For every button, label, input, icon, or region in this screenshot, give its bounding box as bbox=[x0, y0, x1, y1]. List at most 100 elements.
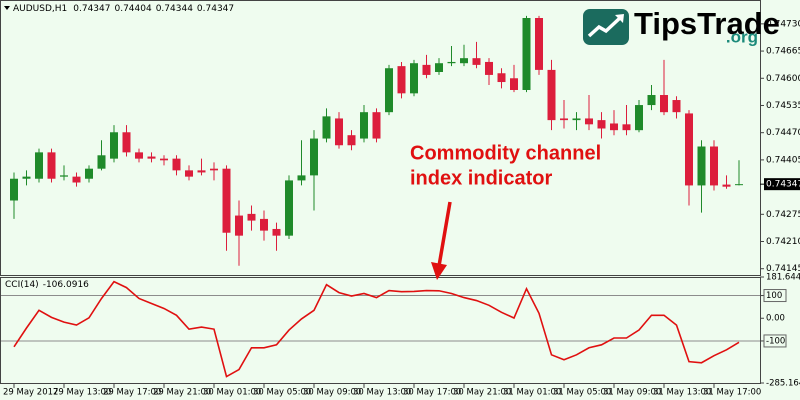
candle-body bbox=[435, 63, 443, 72]
menu-icon[interactable] bbox=[4, 6, 10, 10]
symbol-header: AUDUSD,H1 0.74347 0.74404 0.74344 0.74347 bbox=[13, 4, 234, 14]
candle-body bbox=[85, 168, 93, 179]
x-tick-label: 30 May 09:00 bbox=[303, 388, 361, 398]
candle-body bbox=[247, 213, 256, 221]
y-tick-label: 0.74470 bbox=[766, 128, 800, 138]
candle-body bbox=[297, 175, 306, 181]
candle-body bbox=[235, 215, 243, 236]
y-tick-label: 100 bbox=[766, 291, 782, 301]
candle-body bbox=[310, 138, 318, 176]
x-tick-label: 30 May 21:00 bbox=[453, 388, 511, 398]
y-tick-label: 0.00 bbox=[766, 314, 785, 324]
candle-body bbox=[597, 120, 606, 129]
x-tick-label: 31 May 01:00 bbox=[503, 388, 561, 398]
x-tick-label: 31 May 09:00 bbox=[603, 388, 661, 398]
candle-body bbox=[110, 132, 118, 159]
x-tick-label: 30 May 01:00 bbox=[203, 388, 261, 398]
current-price: 0.74347 bbox=[766, 180, 800, 190]
candle-body bbox=[560, 118, 568, 121]
ohlc-value: 0.74344 bbox=[156, 4, 193, 14]
y-tick-label: -100 bbox=[766, 336, 785, 346]
candle-body bbox=[472, 58, 481, 65]
candle-body bbox=[397, 66, 406, 94]
candle-body bbox=[260, 218, 268, 231]
candle-body bbox=[422, 64, 431, 75]
x-tick-label: 31 May 13:00 bbox=[653, 388, 711, 398]
candle-body bbox=[385, 68, 393, 113]
y-tick-label: 0.74145 bbox=[766, 264, 800, 274]
annotation-line: index indicator bbox=[410, 167, 552, 189]
x-tick-label: 30 May 13:00 bbox=[353, 388, 411, 398]
indicator-header: CCI(14) -106.0916 bbox=[5, 280, 89, 290]
candle-body bbox=[322, 116, 331, 139]
candle-body bbox=[672, 100, 681, 113]
candle-body bbox=[622, 124, 631, 131]
x-tick-label: 31 May 17:00 bbox=[703, 388, 761, 398]
candle-body bbox=[360, 112, 368, 139]
candle-body bbox=[47, 152, 56, 179]
ohlc-value: 0.74347 bbox=[73, 4, 110, 14]
symbol: AUDUSD,H1 bbox=[13, 4, 67, 14]
cci-panel-frame bbox=[0, 277, 761, 384]
candle-body bbox=[410, 63, 418, 94]
candle-body bbox=[660, 95, 668, 113]
ohlc-value: 0.74347 bbox=[197, 4, 234, 14]
candle-body bbox=[722, 184, 731, 187]
candle-body bbox=[735, 184, 743, 186]
candle-body bbox=[572, 118, 581, 121]
candle-body bbox=[35, 152, 43, 179]
x-tick-label: 29 May 17:00 bbox=[103, 388, 161, 398]
y-tick-label: 181.6447 bbox=[766, 273, 800, 283]
y-tick-label: 0.74665 bbox=[766, 47, 800, 57]
annotation-arrow bbox=[437, 201, 452, 267]
candle-body bbox=[347, 135, 356, 146]
candle-body bbox=[635, 105, 643, 131]
level-label-box bbox=[763, 289, 787, 303]
candle-body bbox=[710, 146, 718, 186]
candle-body bbox=[535, 17, 543, 70]
indicator-value: -106.0916 bbox=[43, 280, 89, 290]
y-tick-label: 0.74535 bbox=[766, 101, 800, 111]
candle-body bbox=[272, 228, 281, 236]
candle-body bbox=[147, 156, 156, 159]
candle-body bbox=[135, 152, 143, 159]
candle-body bbox=[172, 158, 181, 171]
x-tick-label: 29 May 2017 bbox=[3, 388, 58, 398]
candle-body bbox=[522, 17, 531, 90]
candle-body bbox=[610, 123, 618, 131]
candle-body bbox=[497, 73, 506, 83]
x-tick-label: 31 May 05:00 bbox=[553, 388, 611, 398]
candle-body bbox=[197, 170, 206, 173]
candle-body bbox=[685, 113, 693, 186]
candle-body bbox=[335, 118, 343, 146]
annotation-arrowhead bbox=[431, 262, 447, 280]
y-tick-label: -285.1642 bbox=[766, 379, 800, 389]
x-tick-label: 30 May 05:00 bbox=[253, 388, 311, 398]
candle-body bbox=[697, 146, 706, 186]
candle-body bbox=[22, 176, 31, 179]
logo-name: TipsTrade bbox=[634, 6, 780, 41]
candle-body bbox=[447, 61, 456, 64]
annotation-line: Commodity channel bbox=[410, 142, 601, 164]
logo-arrow bbox=[587, 15, 623, 38]
x-tick-label: 30 May 17:00 bbox=[403, 388, 461, 398]
y-tick-label: 0.74730 bbox=[766, 19, 800, 29]
x-tick-label: 29 May 21:00 bbox=[153, 388, 211, 398]
candle-body bbox=[647, 95, 656, 106]
candle-body bbox=[222, 168, 231, 233]
candle-body bbox=[547, 69, 556, 121]
logo: TipsTrade .org bbox=[583, 6, 780, 46]
candle-body bbox=[185, 170, 193, 177]
y-tick-label: 0.74600 bbox=[766, 74, 800, 84]
candle-body bbox=[160, 158, 168, 161]
candle-body bbox=[210, 168, 218, 171]
candle-body bbox=[10, 178, 18, 201]
candle-body bbox=[510, 78, 518, 90]
ohlc-value: 0.74404 bbox=[114, 4, 151, 14]
candle-body bbox=[585, 118, 593, 125]
logo-domain: .org bbox=[726, 27, 758, 46]
y-tick-label: 0.74405 bbox=[766, 155, 800, 165]
candle-body bbox=[372, 112, 381, 139]
